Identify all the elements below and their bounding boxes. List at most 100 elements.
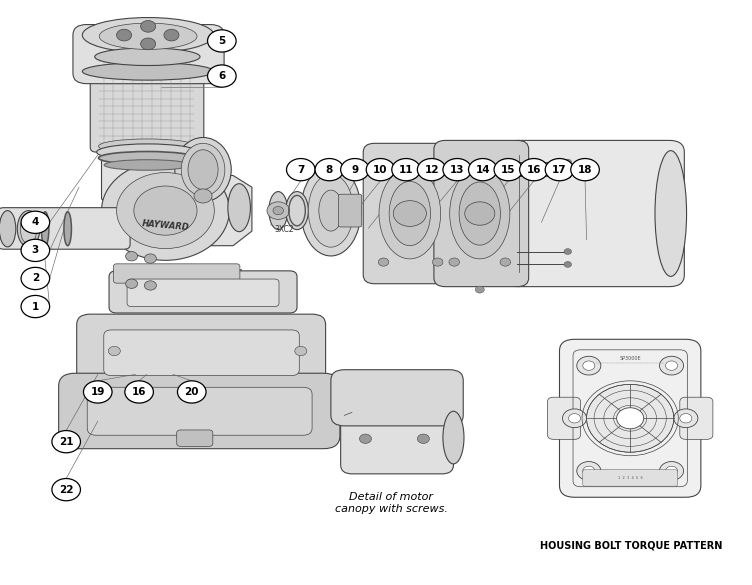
Text: 8: 8 bbox=[326, 164, 333, 175]
Text: 20: 20 bbox=[184, 387, 199, 397]
Circle shape bbox=[21, 267, 50, 290]
Text: 7: 7 bbox=[297, 164, 305, 175]
Text: 1: 1 bbox=[32, 301, 39, 312]
Circle shape bbox=[144, 281, 156, 290]
Circle shape bbox=[443, 159, 472, 181]
Circle shape bbox=[500, 161, 511, 169]
Circle shape bbox=[564, 173, 572, 178]
Ellipse shape bbox=[188, 150, 218, 190]
FancyBboxPatch shape bbox=[177, 430, 213, 446]
Circle shape bbox=[666, 361, 678, 370]
Circle shape bbox=[465, 202, 495, 225]
Text: 3: 3 bbox=[32, 245, 39, 256]
Text: 1  2  3  4  5  6: 1 2 3 4 5 6 bbox=[618, 476, 642, 480]
Text: 11: 11 bbox=[399, 164, 414, 175]
Text: 16: 16 bbox=[132, 387, 147, 397]
Ellipse shape bbox=[379, 168, 441, 259]
Circle shape bbox=[359, 434, 371, 443]
Ellipse shape bbox=[301, 165, 361, 256]
Circle shape bbox=[366, 159, 395, 181]
FancyBboxPatch shape bbox=[559, 339, 701, 497]
Circle shape bbox=[126, 252, 138, 261]
FancyBboxPatch shape bbox=[504, 140, 684, 287]
Circle shape bbox=[117, 173, 214, 249]
Ellipse shape bbox=[0, 211, 16, 247]
FancyBboxPatch shape bbox=[583, 470, 678, 486]
Text: 13: 13 bbox=[450, 164, 465, 175]
Circle shape bbox=[141, 38, 156, 50]
Ellipse shape bbox=[269, 192, 287, 229]
Circle shape bbox=[208, 65, 236, 87]
Ellipse shape bbox=[64, 212, 71, 246]
Circle shape bbox=[583, 466, 595, 476]
Circle shape bbox=[569, 414, 581, 423]
FancyBboxPatch shape bbox=[77, 314, 326, 388]
FancyBboxPatch shape bbox=[434, 140, 529, 287]
Circle shape bbox=[144, 254, 156, 263]
Polygon shape bbox=[117, 269, 241, 278]
Circle shape bbox=[449, 258, 459, 266]
Ellipse shape bbox=[95, 48, 200, 66]
Ellipse shape bbox=[655, 150, 687, 276]
Text: 17: 17 bbox=[552, 164, 567, 175]
Ellipse shape bbox=[99, 23, 197, 50]
Circle shape bbox=[660, 462, 684, 480]
Ellipse shape bbox=[450, 168, 510, 259]
Circle shape bbox=[194, 189, 212, 203]
Circle shape bbox=[417, 159, 446, 181]
Circle shape bbox=[571, 159, 599, 181]
Circle shape bbox=[21, 239, 50, 261]
Circle shape bbox=[432, 161, 443, 169]
Circle shape bbox=[134, 186, 197, 235]
Circle shape bbox=[564, 159, 572, 165]
Circle shape bbox=[83, 381, 112, 403]
Text: 22: 22 bbox=[59, 484, 74, 495]
Ellipse shape bbox=[286, 192, 308, 229]
Circle shape bbox=[125, 381, 153, 403]
Circle shape bbox=[117, 29, 132, 41]
Ellipse shape bbox=[99, 139, 196, 153]
Circle shape bbox=[583, 361, 595, 370]
Ellipse shape bbox=[443, 411, 464, 464]
FancyBboxPatch shape bbox=[73, 25, 224, 84]
FancyBboxPatch shape bbox=[104, 330, 299, 376]
Text: 4: 4 bbox=[32, 217, 39, 228]
Text: 19: 19 bbox=[90, 387, 105, 397]
Circle shape bbox=[545, 159, 574, 181]
Text: 21: 21 bbox=[59, 436, 74, 447]
Ellipse shape bbox=[83, 18, 214, 53]
Ellipse shape bbox=[181, 143, 225, 196]
Ellipse shape bbox=[20, 214, 37, 244]
Circle shape bbox=[617, 408, 644, 429]
Circle shape bbox=[562, 409, 587, 428]
Circle shape bbox=[666, 466, 678, 476]
Text: 16: 16 bbox=[526, 164, 541, 175]
Circle shape bbox=[680, 414, 692, 423]
Ellipse shape bbox=[17, 211, 40, 247]
Ellipse shape bbox=[96, 144, 198, 160]
Circle shape bbox=[287, 159, 315, 181]
Circle shape bbox=[21, 211, 50, 233]
FancyBboxPatch shape bbox=[341, 404, 453, 474]
Circle shape bbox=[468, 159, 497, 181]
FancyBboxPatch shape bbox=[338, 194, 362, 227]
Circle shape bbox=[295, 346, 307, 356]
FancyBboxPatch shape bbox=[109, 271, 297, 313]
Circle shape bbox=[378, 161, 389, 169]
Text: HAYWARD: HAYWARD bbox=[141, 219, 190, 232]
Circle shape bbox=[577, 356, 601, 375]
Circle shape bbox=[52, 431, 80, 453]
Circle shape bbox=[564, 261, 572, 267]
Circle shape bbox=[177, 381, 206, 403]
Circle shape bbox=[449, 161, 459, 169]
FancyBboxPatch shape bbox=[363, 143, 458, 284]
FancyBboxPatch shape bbox=[331, 370, 463, 426]
Text: 18: 18 bbox=[578, 164, 593, 175]
FancyBboxPatch shape bbox=[127, 279, 279, 307]
Ellipse shape bbox=[390, 181, 430, 246]
Ellipse shape bbox=[308, 174, 353, 247]
Ellipse shape bbox=[228, 184, 250, 232]
Circle shape bbox=[564, 249, 572, 254]
Ellipse shape bbox=[83, 63, 214, 80]
Circle shape bbox=[577, 462, 601, 480]
